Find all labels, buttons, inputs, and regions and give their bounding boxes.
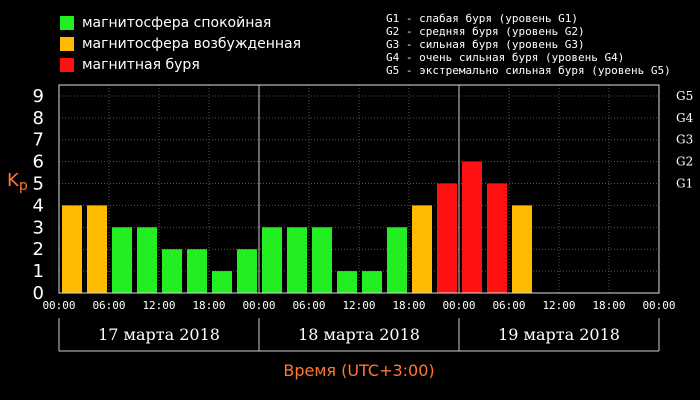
bar — [262, 227, 282, 293]
legend-item-storm: магнитная буря — [60, 54, 301, 75]
y-tick-label: 5 — [33, 174, 44, 195]
y-tick-label: 7 — [33, 130, 44, 151]
legend-label-quiet: магнитосфера спокойная — [82, 14, 272, 31]
x-tick-label: 12:00 — [142, 299, 175, 312]
bar — [437, 183, 457, 293]
day-label: 18 марта 2018 — [298, 325, 420, 344]
g-level-2: G2 - средняя буря (уровень G2) — [386, 25, 585, 38]
bar — [137, 227, 157, 293]
legend-swatch-active — [60, 36, 74, 51]
g-tick-label: G3 — [676, 133, 693, 147]
bar — [387, 227, 407, 293]
y-tick-label: 3 — [33, 217, 44, 238]
x-tick-label: 18:00 — [192, 299, 225, 312]
bar — [162, 249, 182, 293]
y-tick-label: 1 — [33, 261, 44, 282]
y-tick-label: 0 — [33, 283, 44, 304]
bar — [312, 227, 332, 293]
legend-item-active: магнитосфера возбужденная — [60, 33, 301, 54]
bar — [287, 227, 307, 293]
y-tick-label: 2 — [33, 239, 44, 260]
day-label: 19 марта 2018 — [498, 325, 620, 344]
x-tick-label: 06:00 — [92, 299, 125, 312]
x-tick-label: 06:00 — [492, 299, 525, 312]
bar — [187, 249, 207, 293]
x-axis-label: Время (UTC+3:00) — [283, 361, 434, 380]
x-tick-label: 00:00 — [42, 299, 75, 312]
day-label: 17 марта 2018 — [98, 325, 220, 344]
bar — [87, 205, 107, 293]
y-tick-label: 6 — [33, 152, 44, 173]
bar — [412, 205, 432, 293]
plot-frame — [58, 84, 660, 294]
g-tick-label: G2 — [676, 155, 693, 169]
bar — [212, 271, 232, 293]
bar — [512, 205, 532, 293]
x-tick-label: 00:00 — [642, 299, 675, 312]
x-tick-label: 12:00 — [542, 299, 575, 312]
bar — [487, 183, 507, 293]
g-level-5: G5 - экстремально сильная буря (уровень … — [386, 64, 671, 77]
bar — [237, 249, 257, 293]
y-axis-label: Kp — [7, 170, 28, 194]
y-tick-label: 4 — [33, 195, 44, 216]
x-tick-label: 18:00 — [392, 299, 425, 312]
x-tick-label: 18:00 — [592, 299, 625, 312]
legend: магнитосфера спокойная магнитосфера возб… — [60, 12, 301, 75]
bar — [462, 161, 482, 293]
g-level-1: G1 - слабая буря (уровень G1) — [386, 12, 579, 25]
x-tick-label: 00:00 — [442, 299, 475, 312]
bar — [112, 227, 132, 293]
legend-swatch-quiet — [60, 15, 74, 30]
g-level-3: G3 - сильная буря (уровень G3) — [386, 38, 585, 51]
bar — [337, 271, 357, 293]
g-tick-label: G4 — [676, 111, 694, 125]
g-levels-legend: G1 - слабая буря (уровень G1) G2 - средн… — [386, 12, 671, 77]
x-tick-label: 06:00 — [292, 299, 325, 312]
legend-label-storm: магнитная буря — [82, 56, 200, 73]
x-tick-label: 12:00 — [342, 299, 375, 312]
y-tick-label: 8 — [33, 108, 44, 129]
g-tick-label: G1 — [676, 177, 693, 191]
legend-label-active: магнитосфера возбужденная — [82, 35, 302, 52]
legend-swatch-storm — [60, 57, 74, 72]
y-tick-label: 9 — [33, 86, 44, 107]
x-tick-label: 00:00 — [242, 299, 275, 312]
bar — [362, 271, 382, 293]
legend-item-quiet: магнитосфера спокойная — [60, 12, 301, 33]
g-level-4: G4 - очень сильная буря (уровень G4) — [386, 51, 625, 64]
g-tick-label: G5 — [676, 89, 693, 103]
bar — [62, 205, 82, 293]
